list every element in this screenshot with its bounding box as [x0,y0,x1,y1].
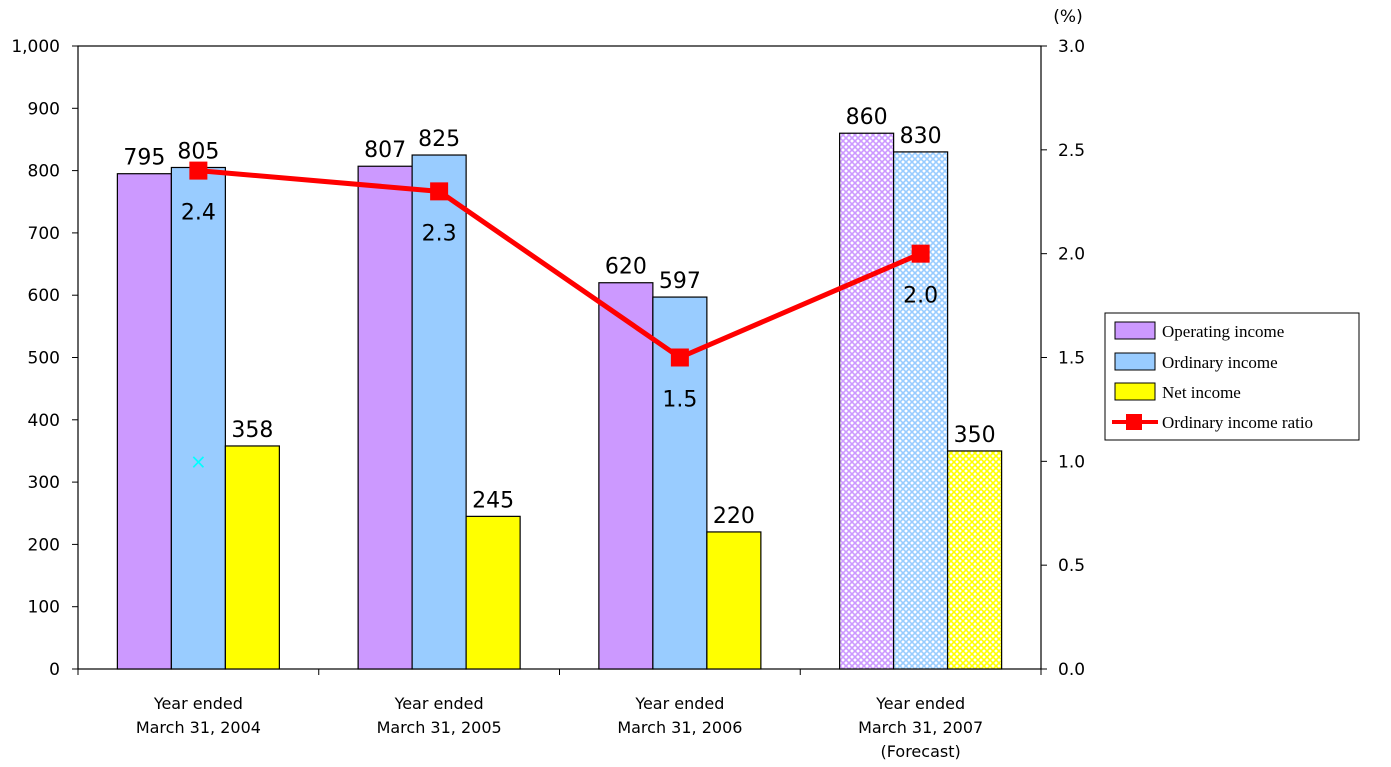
right-axis: (%) 0.0 0.5 1.0 1.5 2.0 2.5 3.0 [1041,7,1085,680]
bar-value-label: 597 [659,269,701,294]
ratio-value-label: 1.5 [662,388,697,413]
left-axis-tick-label: 300 [28,473,60,493]
left-axis-tick-label: 700 [28,224,60,244]
bar-value-label: 830 [900,124,942,149]
bar-operating-income [357,165,413,670]
left-axis-tick-label: 500 [28,349,60,369]
x-axis-category-label: Year ended [875,694,965,713]
bar-value-labels: 795 805 358 807 825 245 620 597 220 860 830 350 [123,105,995,529]
legend-swatch-net-income [1114,382,1156,401]
bar-value-label: 350 [954,423,996,448]
ratio-value-label: 2.3 [422,221,457,246]
bar-operating-income [839,132,895,670]
right-axis-tick-label: 0.5 [1058,556,1085,576]
left-axis-tick-label: 100 [28,598,60,618]
ratio-line-marker [430,182,449,201]
ratio-value-label: 2.0 [903,284,938,309]
bar-net-income [465,515,521,670]
right-axis-tick-label: 0.0 [1058,660,1085,680]
ratio-value-label: 2.4 [181,201,216,226]
left-axis-tick-label: 1,000 [11,37,60,57]
right-axis-tick-label: 3.0 [1058,37,1085,57]
right-axis-tick-label: 2.0 [1058,245,1085,265]
left-axis-tick-label: 800 [28,162,60,182]
bar-value-label: 358 [231,418,273,443]
x-axis-category-label: March 31, 2005 [377,718,502,737]
x-axis-category-label: March 31, 2004 [136,718,261,737]
bar-ordinary-income [893,151,949,670]
legend-label: Ordinary income [1162,353,1278,372]
x-axis: Year ended March 31, 2004 Year ended March … [77,669,1042,761]
left-axis-tick-label: 400 [28,411,60,431]
bar-value-label: 220 [713,504,755,529]
x-axis-category-label: (Forecast) [881,742,961,761]
ratio-line-marker [911,244,930,263]
bar-value-label: 245 [472,488,514,513]
bar-ordinary-income [170,166,226,670]
ratio-line-marker [670,348,689,367]
ratio-line-path [198,168,922,360]
right-axis-tick-label: 1.5 [1058,349,1085,369]
bar-value-label: 825 [418,127,460,152]
annotation-layer: × [190,450,207,474]
left-axis-tick-label: 600 [28,286,60,306]
bar-series [116,132,1003,670]
x-axis-category-label: March 31, 2006 [617,718,742,737]
bar-value-label: 620 [605,255,647,280]
right-axis-tick-label: 1.0 [1058,452,1085,472]
left-axis-tick-label: 0 [49,660,60,680]
x-axis-category-label: Year ended [153,694,243,713]
legend: Operating income Ordinary income Net incom… [1104,312,1360,441]
left-axis-tick-label: 900 [28,99,60,119]
bar-value-label: 795 [123,146,165,171]
right-axis-unit: (%) [1053,7,1082,27]
legend-swatch-operating-income [1114,321,1156,340]
bar-value-label: 860 [846,105,888,130]
legend-marker-swatch [1126,414,1142,430]
bar-net-income [706,531,762,670]
legend-swatch-ordinary-income [1114,352,1156,371]
x-axis-category-label: March 31, 2007 [858,718,983,737]
left-axis-tick-label: 200 [28,535,60,555]
legend-label: Operating income [1162,322,1284,341]
legend-label: Net income [1162,383,1241,402]
bar-value-label: 807 [364,138,406,163]
bar-operating-income [116,173,172,670]
annotation-marker: × [190,450,207,474]
bar-operating-income [598,282,654,670]
bar-net-income [224,445,280,670]
x-axis-category-label: Year ended [634,694,724,713]
right-axis-tick-label: 2.5 [1058,141,1085,161]
x-axis-category-label: Year ended [394,694,484,713]
bar-ordinary-income [411,154,467,670]
left-axis: 0 100 200 300 400 500 600 700 800 900 1,000 [11,37,78,680]
legend-label: Ordinary income ratio [1162,413,1313,432]
ratio-line-marker [189,161,208,180]
bar-net-income [947,450,1003,670]
ratio-line-series: 2.4 2.3 1.5 2.0 [181,161,938,413]
bar-value-label: 805 [177,139,219,164]
